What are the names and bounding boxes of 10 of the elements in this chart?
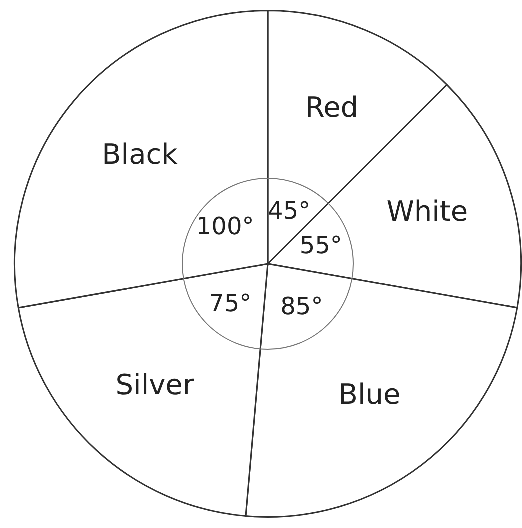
data-label: 100° (196, 212, 254, 240)
data-label: 55° (300, 231, 342, 260)
slice-label: Black (102, 138, 179, 171)
slice-label: Silver (116, 368, 195, 402)
slice-label: Blue (338, 378, 401, 411)
slice-label: White (386, 195, 468, 228)
slice-label: Red (305, 90, 359, 124)
data-label: 75° (209, 289, 252, 318)
data-label: 45° (268, 196, 311, 225)
data-label: 85° (280, 292, 324, 320)
